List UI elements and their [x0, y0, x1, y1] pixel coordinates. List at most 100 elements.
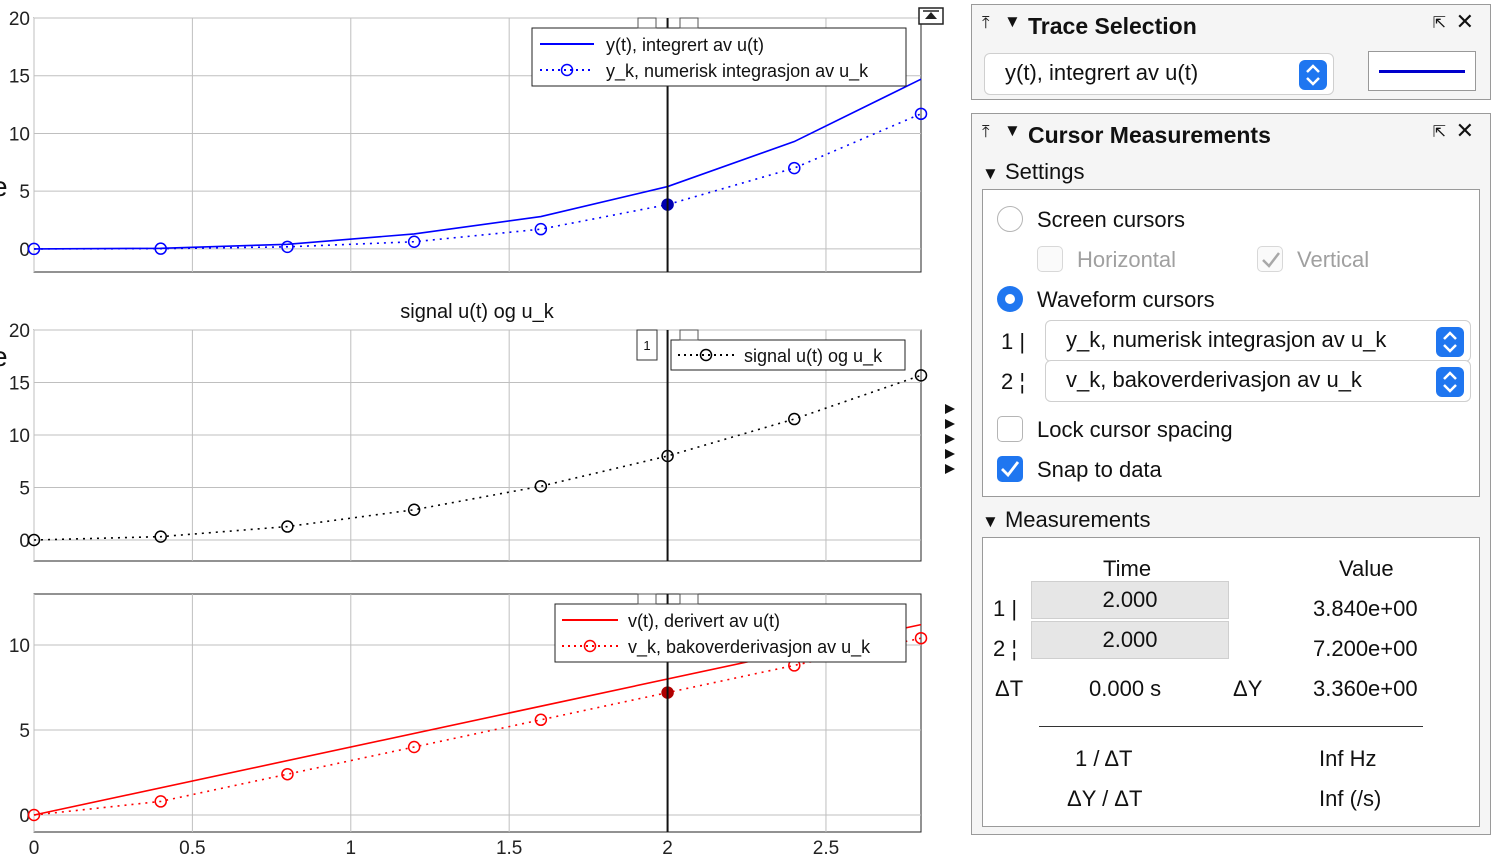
measurements-section-toggle[interactable]: ▼ Measurements [982, 507, 1150, 533]
y-tick-label: 10 [9, 426, 30, 447]
settings-section-toggle[interactable]: ▼ Settings [982, 159, 1084, 185]
svg-text:1: 1 [643, 338, 650, 353]
cursor-measurements-header: ⤒ ▼ Cursor Measurements ⇱ ✕ [972, 114, 1490, 154]
trace-selection-header: ⤒ ▼ Trace Selection ⇱ ✕ [972, 5, 1490, 45]
inv-delta-t-label: 1 / ΔT [1075, 746, 1133, 771]
collapse-triangle-icon: ▼ [982, 164, 999, 183]
data-point [914, 631, 928, 645]
snap-to-data-label: Snap to data [1037, 457, 1162, 482]
svg-text:e: e [0, 171, 8, 202]
x-tick-label: 0.5 [179, 838, 205, 858]
data-point [788, 161, 801, 175]
cursor-handle[interactable] [637, 17, 657, 29]
horizontal-checkbox[interactable] [1037, 246, 1063, 272]
cursor1-trace-value: y_k, numerisk integrasjon av u_k [1066, 327, 1387, 352]
measurements-label: Measurements [1004, 507, 1151, 532]
legend-plot3[interactable]: v(t), derivert av u(t) v_k, bakoverderiv… [554, 603, 907, 663]
vertical-label: Vertical [1297, 247, 1370, 272]
data-point [27, 242, 41, 256]
row2-value: 7.200e+00 [1313, 636, 1418, 661]
delta-y-label: ΔY [1233, 676, 1263, 701]
y-tick-label: 20 [9, 321, 30, 342]
data-point [534, 479, 548, 493]
cursor2-trace-dropdown[interactable]: v_k, bakoverderivasjon av u_k [1045, 360, 1471, 402]
inv-delta-t-value: Inf Hz [1319, 746, 1377, 771]
data-point [154, 242, 167, 255]
data-point [534, 222, 548, 236]
undock-figure-icon[interactable] [918, 7, 944, 25]
panel-collapse-arrows[interactable] [945, 404, 955, 474]
trace-select-value: y(t), integrert av u(t) [1005, 60, 1199, 85]
trace-select-dropdown[interactable]: y(t), integrert av u(t) [984, 53, 1334, 95]
pin-icon[interactable]: ⤒ [982, 122, 990, 141]
y-tick-label: 15 [9, 374, 30, 395]
checkmark-icon [1262, 252, 1280, 268]
y-tick-label: 10 [9, 124, 30, 145]
undock-icon[interactable]: ⇱ [1432, 124, 1446, 141]
snap-to-data-checkbox[interactable] [997, 456, 1023, 482]
dy-dt-value: Inf (/s) [1319, 786, 1382, 811]
x-tick-label: 1.5 [496, 838, 522, 858]
screen-cursors-radio[interactable] [997, 206, 1023, 232]
cursor2-time-field[interactable]: 2.000 [1031, 621, 1229, 659]
series-line [33, 374, 922, 541]
y-tick-label: 20 [9, 9, 30, 30]
vertical-checkbox[interactable] [1257, 246, 1283, 272]
cursor-handle[interactable] [679, 593, 699, 605]
data-point [788, 412, 801, 426]
delta-t-label: ΔT [995, 676, 1024, 701]
data-point [534, 713, 548, 727]
cursor1-trace-dropdown[interactable]: y_k, numerisk integrasjon av u_k [1045, 320, 1471, 362]
legend-plot2-item1: signal u(t) og u_k [744, 346, 883, 367]
lock-cursor-spacing-checkbox[interactable] [997, 416, 1023, 442]
legend-plot1-item2: y_k, numerisk integrasjon av u_k [606, 61, 869, 82]
close-icon[interactable]: ✕ [1455, 9, 1474, 34]
settings-label: Settings [1004, 159, 1085, 184]
row1-label: 1 | [993, 596, 1018, 621]
data-point [914, 107, 928, 121]
cursor-handle[interactable] [679, 17, 699, 29]
row1-value: 3.840e+00 [1313, 596, 1418, 621]
trace-selection-title: Trace Selection [1028, 13, 1197, 39]
waveform-cursors-radio[interactable] [997, 286, 1023, 312]
data-point [281, 240, 294, 254]
cursor2-label: 2 ¦ [1001, 369, 1026, 394]
trace-line-style-swatch[interactable] [1368, 51, 1476, 91]
close-icon[interactable]: ✕ [1455, 118, 1474, 143]
waveform-cursors-label: Waveform cursors [1037, 287, 1215, 312]
y-tick-label: 0 [19, 531, 30, 552]
data-point [27, 533, 41, 547]
pin-icon[interactable]: ⤒ [982, 13, 990, 32]
cursor1-label: 1 | [1001, 329, 1026, 354]
y-tick-label: 5 [19, 721, 30, 742]
right-edge-strip [1495, 0, 1506, 858]
legend-plot3-item1: v(t), derivert av u(t) [628, 611, 780, 631]
cursor1-tag[interactable]: 1 [636, 329, 658, 361]
x-tick-label: 2 [662, 838, 673, 858]
checkmark-icon [1001, 461, 1020, 478]
delta-y-value: 3.360e+00 [1313, 676, 1418, 701]
data-point [154, 530, 167, 543]
data-point [407, 503, 421, 517]
collapse-triangle-icon[interactable]: ▼ [1004, 121, 1021, 140]
collapse-triangle-icon[interactable]: ▼ [1004, 12, 1021, 31]
plot2-title: signal u(t) og u_k [400, 301, 554, 323]
data-point [27, 808, 41, 822]
legend-plot1[interactable]: y(t), integrert av u(t) y_k, numerisk in… [531, 27, 907, 87]
cursor2-trace-value: v_k, bakoverderivasjon av u_k [1066, 367, 1362, 392]
y-tick-label: 5 [19, 182, 30, 203]
settings-group: Screen cursors Horizontal Vertical Wavef… [982, 189, 1480, 497]
row2-label: 2 ¦ [993, 636, 1018, 661]
dy-dt-label: ΔY / ΔT [1067, 786, 1143, 811]
cursor-handle[interactable] [637, 593, 657, 605]
data-point [914, 369, 928, 382]
legend-plot2[interactable]: signal u(t) og u_k [670, 339, 906, 371]
series-line [33, 113, 922, 250]
cursor-handle[interactable] [679, 329, 699, 341]
chevron-updown-icon [1299, 60, 1327, 90]
y-tick-label: 10 [9, 636, 30, 657]
undock-icon[interactable]: ⇱ [1432, 15, 1446, 32]
y-tick-label: 0 [19, 806, 30, 827]
cursor1-time-field[interactable]: 2.000 [1031, 581, 1229, 619]
